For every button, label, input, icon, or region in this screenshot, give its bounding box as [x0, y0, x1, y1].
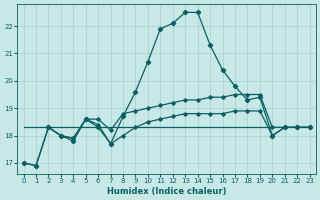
X-axis label: Humidex (Indice chaleur): Humidex (Indice chaleur): [107, 187, 226, 196]
